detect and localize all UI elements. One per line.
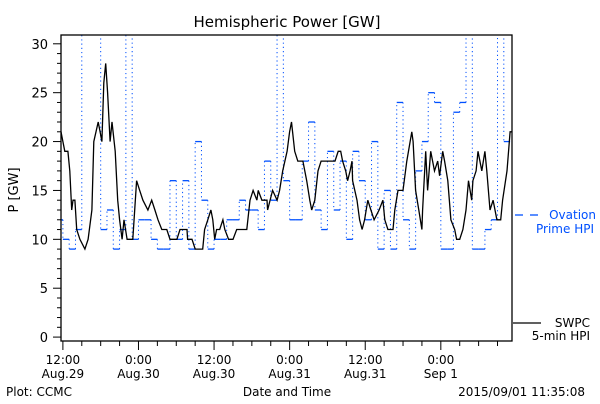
plot-frame — [60, 34, 513, 342]
x-tick-date-label: Aug.29 — [42, 367, 85, 381]
x-tick-time-label: 0:00 — [276, 353, 303, 367]
y-tick-label: 25 — [31, 87, 48, 102]
legend-ovation-label: Ovation — [549, 208, 596, 222]
plot-credit: Plot: CCMC — [6, 385, 72, 399]
x-tick-time-label: 12:00 — [348, 353, 383, 367]
y-tick-label: 15 — [31, 184, 48, 199]
y-tick-label: 0 — [40, 331, 48, 346]
x-tick-time-label: 12:00 — [197, 353, 232, 367]
plot-timestamp: 2015/09/01 11:35:08 — [458, 385, 585, 399]
legend: Ovation Prime HPI SWPC 5-min HPI — [513, 208, 596, 343]
x-axis-label: Date and Time — [243, 385, 331, 399]
y-tick-label: 10 — [31, 233, 48, 248]
y-tick-label: 20 — [31, 136, 48, 151]
x-tick-date-label: Aug.31 — [268, 367, 311, 381]
swpc-line — [61, 63, 512, 251]
legend-ovation-label: Prime HPI — [536, 222, 594, 236]
legend-swpc-label: SWPC — [555, 316, 590, 330]
y-axis-label: P [GW] — [7, 167, 22, 212]
ovation-series — [61, 35, 511, 250]
x-tick-time-label: 0:00 — [427, 353, 454, 367]
chart-title: Hemispheric Power [GW] — [194, 13, 381, 31]
x-tick-date-label: Aug.30 — [117, 367, 160, 381]
x-tick-time-label: 12:00 — [46, 353, 81, 367]
y-tick-label: 30 — [31, 38, 48, 53]
x-tick-date-label: Aug.31 — [344, 367, 387, 381]
y-tick-label: 5 — [40, 282, 48, 297]
legend-swpc-label: 5-min HPI — [532, 329, 590, 343]
x-tick-date-label: Sep 1 — [424, 367, 458, 381]
x-tick-date-label: Aug.30 — [193, 367, 236, 381]
swpc-series — [61, 63, 512, 251]
x-tick-time-label: 0:00 — [125, 353, 152, 367]
